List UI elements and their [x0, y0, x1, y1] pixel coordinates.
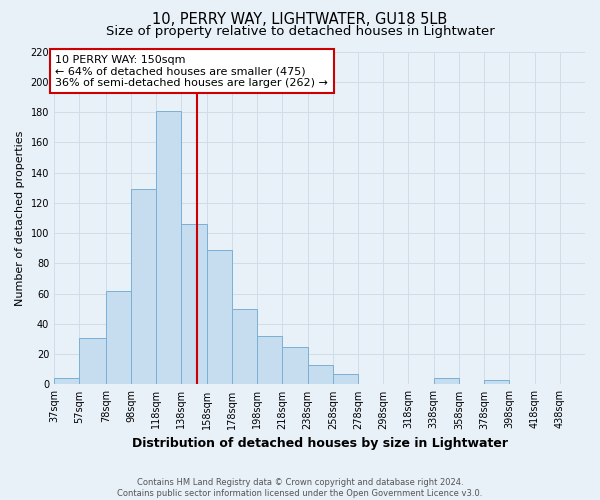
Bar	[434, 378, 459, 384]
Bar	[283, 346, 308, 385]
Bar	[156, 110, 181, 384]
Bar	[54, 378, 79, 384]
Bar	[181, 224, 206, 384]
Bar	[79, 338, 106, 384]
X-axis label: Distribution of detached houses by size in Lightwater: Distribution of detached houses by size …	[131, 437, 508, 450]
Text: 10 PERRY WAY: 150sqm
← 64% of detached houses are smaller (475)
36% of semi-deta: 10 PERRY WAY: 150sqm ← 64% of detached h…	[55, 54, 328, 88]
Text: Contains HM Land Registry data © Crown copyright and database right 2024.
Contai: Contains HM Land Registry data © Crown c…	[118, 478, 482, 498]
Bar	[232, 309, 257, 384]
Text: 10, PERRY WAY, LIGHTWATER, GU18 5LB: 10, PERRY WAY, LIGHTWATER, GU18 5LB	[152, 12, 448, 28]
Bar	[333, 374, 358, 384]
Bar	[106, 290, 131, 384]
Bar	[484, 380, 509, 384]
Bar	[206, 250, 232, 384]
Bar	[257, 336, 283, 384]
Text: Size of property relative to detached houses in Lightwater: Size of property relative to detached ho…	[106, 25, 494, 38]
Bar	[131, 189, 156, 384]
Bar	[308, 365, 333, 384]
Y-axis label: Number of detached properties: Number of detached properties	[15, 130, 25, 306]
